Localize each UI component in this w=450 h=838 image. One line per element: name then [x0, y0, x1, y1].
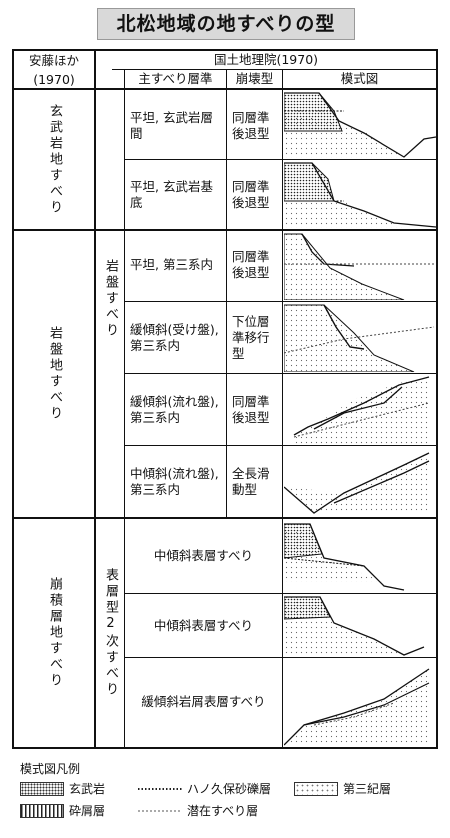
row-3-type: 同層準後退型: [232, 249, 270, 280]
legend-label: 潜在すべり層: [187, 804, 259, 818]
row-8-slip: 中傾斜表層すべり: [153, 618, 254, 633]
gravel-line-swatch: [138, 782, 182, 796]
diagram-row-2: [284, 162, 436, 228]
legend-item-tertiary: 第三紀層: [294, 780, 391, 797]
table-rule: [124, 301, 436, 302]
header-gsi: 国土地理院(1970): [213, 52, 319, 67]
legend-title: 模式図凡例: [20, 762, 81, 776]
landslide-type-table: 安藤ほか (1970) 国土地理院(1970) 主すべり層準 崩壊型 模式図 玄…: [12, 49, 438, 749]
legend-label: ハノ久保砂礫層: [187, 782, 272, 796]
header-left-line2: (1970): [33, 71, 75, 87]
diagram-row-1: [284, 92, 436, 158]
row-9-slip: 緩傾斜岩屑表層すべり: [141, 694, 266, 709]
row-2-slip: 平坦, 玄武岩基底: [130, 179, 213, 210]
table-rule: [14, 517, 436, 519]
row-1-type: 同層準後退型: [232, 110, 270, 141]
table-rule: [282, 70, 283, 747]
header-diagram: 模式図: [340, 71, 379, 86]
diagram-row-7: [284, 523, 405, 591]
tertiary-swatch: [294, 781, 338, 796]
page-title: 北松地域の地すべりの型: [97, 8, 355, 40]
table-rule: [112, 69, 436, 70]
group-colluvium-landslide: 崩積層地すべり: [47, 577, 62, 689]
legend-item-debris: 砕屑層: [20, 802, 105, 819]
diagram-row-3: [284, 233, 434, 300]
row-5-slip: 緩傾斜(流れ盤), 第三系内: [130, 394, 219, 425]
legend-item-basalt: 玄武岩: [20, 780, 105, 797]
table-rule: [124, 657, 436, 658]
row-4-type: 下位層準移行型: [232, 314, 270, 361]
header-slip-horizon: 主すべり層準: [138, 71, 213, 86]
table-rule: [14, 229, 436, 231]
debris-swatch: [20, 803, 64, 818]
row-7-slip: 中傾斜表層すべり: [153, 548, 254, 563]
legend-item-gravel: ハノ久保砂礫層: [138, 780, 271, 797]
row-5-type: 同層準後退型: [232, 394, 270, 425]
legend-label: 砕屑層: [69, 804, 106, 818]
legend-label: 玄武岩: [69, 782, 106, 796]
table-rule: [124, 373, 436, 374]
row-3-slip: 平坦, 第三系内: [130, 257, 213, 272]
table-rule: [124, 159, 436, 160]
subgroup-surface-secondary: 表層型2次すべり: [103, 568, 118, 698]
group-basalt-landslide: 玄武岩地すべり: [47, 103, 62, 216]
header-left-line1: 安藤ほか: [28, 52, 79, 68]
diagram-row-9: [284, 668, 430, 746]
legend-item-latent-slip: 潜在すべり層: [138, 802, 258, 819]
diagram-row-4: [284, 304, 435, 372]
table-rule: [124, 70, 125, 747]
table-rule: [124, 593, 436, 594]
group-bedrock-landslide: 岩盤地すべり: [47, 326, 62, 422]
diagram-row-5: [293, 376, 430, 444]
diagram-row-6: [284, 452, 430, 514]
table-rule: [226, 70, 227, 518]
subgroup-bedrock-slide: 岩盤すべり: [103, 259, 118, 339]
row-6-slip: 中傾斜(流れ盤), 第三系内: [130, 466, 219, 497]
diagram-row-8: [284, 596, 425, 656]
row-6-type: 全長滑動型: [232, 466, 270, 497]
table-rule: [14, 88, 436, 90]
row-1-slip: 平坦, 玄武岩層間: [130, 110, 213, 141]
legend-label: 第三紀層: [343, 782, 392, 796]
header-collapse-type: 崩壊型: [235, 71, 274, 86]
row-2-type: 同層準後退型: [232, 179, 270, 210]
table-rule: [94, 51, 96, 747]
basalt-swatch: [20, 781, 64, 796]
row-4-slip: 緩傾斜(受け盤), 第三系内: [130, 322, 219, 353]
latent-slip-swatch: [138, 804, 182, 818]
table-rule: [124, 445, 436, 446]
